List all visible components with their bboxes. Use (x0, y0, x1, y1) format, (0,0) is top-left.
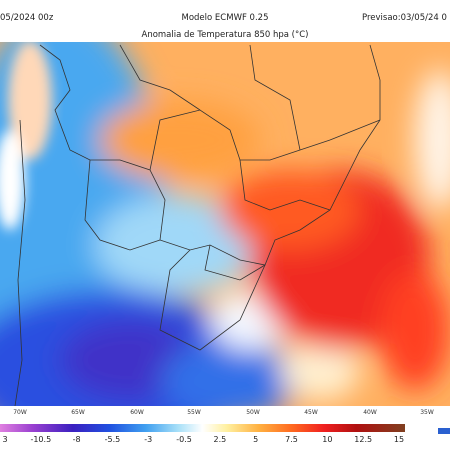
colorbar-tick-label: 5 (253, 435, 258, 444)
forecast-date: Previsao:03/05/24 0 (362, 13, 447, 23)
colorbar-tick-label: 15 (394, 435, 404, 444)
longitude-label: 35W (420, 409, 434, 416)
colorbar-tick-label: 7.5 (285, 435, 298, 444)
colorbar-tick-label: 10 (322, 435, 332, 444)
colorbar-tick-label: 3 (2, 435, 7, 444)
logo (438, 428, 450, 434)
colorbar (0, 424, 405, 432)
colorbar-ticks: 3 -10.5 -8 -5.5 -3 -0.5 2.5 5 7.5 10 12.5 15 (2, 435, 404, 444)
longitude-label: 45W (304, 409, 318, 416)
longitude-labels: 70W 65W 60W 55W 50W 45W 40W 35W (13, 409, 434, 416)
longitude-label: 60W (130, 409, 144, 416)
colorbar-tick-label: -0.5 (176, 435, 192, 444)
colorbar-tick-label: 12.5 (354, 435, 372, 444)
colorbar-tick-label: -5.5 (105, 435, 121, 444)
longitude-label: 70W (13, 409, 27, 416)
colorbar-tick-label: -3 (144, 435, 152, 444)
map-subtitle: Anomalia de Temperatura 850 hpa (°C) (142, 30, 309, 40)
model-name: Modelo ECMWF 0.25 (182, 13, 269, 23)
longitude-label: 50W (246, 409, 260, 416)
run-date: 05/2024 00z (0, 13, 54, 23)
longitude-label: 65W (71, 409, 85, 416)
colorbar-tick-label: 2.5 (214, 435, 227, 444)
longitude-label: 55W (187, 409, 201, 416)
colorbar-tick-label: -10.5 (30, 435, 51, 444)
colorbar-tick-label: -8 (73, 435, 81, 444)
anomaly-field (0, 42, 450, 406)
longitude-label: 40W (363, 409, 377, 416)
